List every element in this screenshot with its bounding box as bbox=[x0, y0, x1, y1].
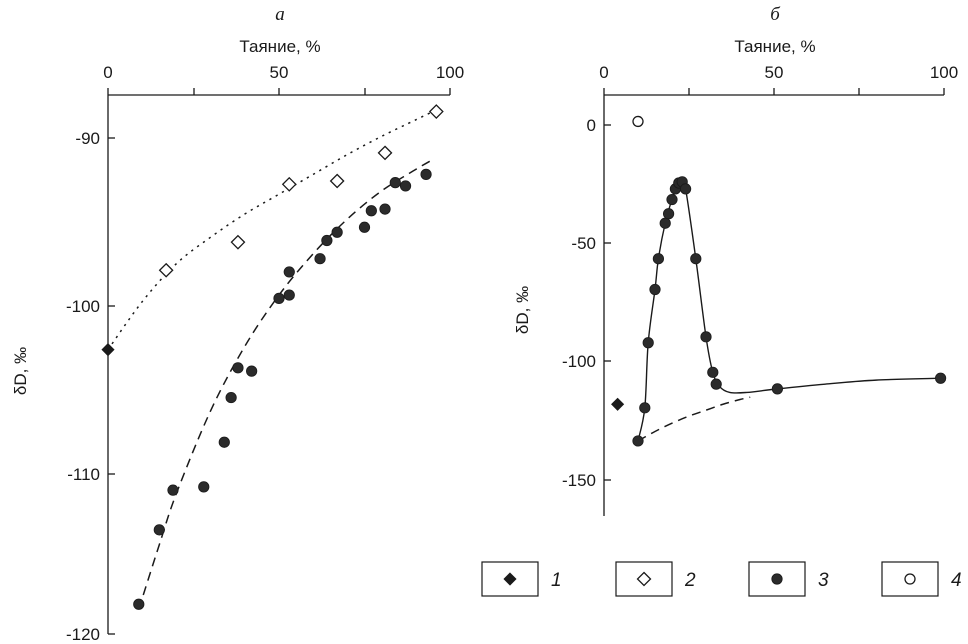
panel-b-y-tick-label: -50 bbox=[571, 234, 596, 253]
panel-a-y-axis-title: δD, ‰ bbox=[11, 347, 30, 395]
panel-a-point-series-3 bbox=[218, 436, 230, 448]
panel-b-point-series-3 bbox=[710, 378, 722, 390]
panel-a-dotted-curve bbox=[107, 109, 437, 351]
panel-a-point-series-2 bbox=[230, 234, 246, 250]
panel-b-x-axis: 0 50 100 bbox=[599, 63, 958, 96]
panel-a-letter: а bbox=[275, 4, 285, 25]
panel-a-y-tick-label: -110 bbox=[67, 465, 100, 484]
panel-b-dashed-curve bbox=[637, 396, 751, 442]
legend-marker-open-circle bbox=[904, 573, 916, 585]
panel-a-point-series-3 bbox=[225, 391, 237, 404]
legend-number: 3 bbox=[818, 570, 829, 591]
panel-b-x-tick-label: 50 bbox=[765, 63, 784, 82]
panel-b-point-series-3 bbox=[662, 208, 675, 220]
panel-a-point-series-3 bbox=[283, 289, 295, 301]
panel-a-x-axis-title: Таяние, % bbox=[239, 37, 320, 56]
legend-item-4: 4 bbox=[881, 561, 962, 597]
panel-b-point-series-3 bbox=[700, 331, 712, 343]
panel-a-dashed-curve bbox=[138, 158, 434, 610]
panel-a-point-series-3 bbox=[283, 266, 295, 278]
panel-b-point-series-3 bbox=[659, 217, 671, 229]
panel-b-letter: б bbox=[770, 4, 781, 25]
panel-b-point-series-3 bbox=[666, 193, 678, 206]
panel-a-x-tick-label: 50 bbox=[270, 63, 289, 82]
panel-a-point-series-2 bbox=[377, 145, 393, 161]
legend-number: 1 bbox=[551, 570, 562, 591]
panel-b-point-series-3 bbox=[690, 253, 702, 265]
legend-symbol-3 bbox=[771, 573, 783, 585]
panel-a-point-series-3 bbox=[365, 205, 377, 217]
panel-a-point-series-1 bbox=[101, 343, 115, 357]
legend-symbol-2 bbox=[636, 571, 652, 587]
panel-a-point-series-2 bbox=[329, 173, 345, 189]
panel-b-point-series-3 bbox=[632, 435, 644, 447]
panel-b-y-tick-label: -150 bbox=[562, 471, 596, 490]
legend-box bbox=[881, 561, 939, 597]
panel-a-y-tick-label: -120 bbox=[66, 625, 100, 644]
legend-item-2: 2 bbox=[615, 561, 696, 597]
panel-a-point-series-2 bbox=[158, 262, 174, 278]
panel-a-point-series-3 bbox=[133, 598, 145, 610]
panel-b: б Таяние, % 0 50 100 0 -50 -100 -150 δD,… bbox=[513, 4, 958, 516]
panel-a-point-series-3 bbox=[331, 226, 343, 238]
panel-a-point-series-3 bbox=[399, 180, 412, 192]
panel-b-point-series-3 bbox=[642, 337, 654, 349]
panel-b-point-series-3 bbox=[771, 383, 784, 395]
panel-a-point-series-3 bbox=[153, 524, 165, 536]
legend-item-1: 1 bbox=[481, 561, 562, 597]
panel-a-point-series-2 bbox=[281, 176, 297, 192]
panel-b-point-series-3 bbox=[934, 372, 947, 384]
panel-a-point-series-3 bbox=[358, 221, 371, 233]
panel-b-y-axis: 0 -50 -100 -150 δD, ‰ bbox=[513, 95, 611, 516]
legend-item-3: 3 bbox=[748, 561, 829, 597]
panel-a-y-tick-label: -90 bbox=[75, 129, 100, 148]
panel-b-y-tick-label: 0 bbox=[587, 116, 596, 135]
panel-b-x-axis-title: Таяние, % bbox=[734, 37, 815, 56]
legend-box bbox=[748, 561, 806, 597]
panel-a-point-series-3 bbox=[246, 365, 258, 377]
panel-a-point-series-3 bbox=[321, 234, 333, 247]
panel-b-solid-curve bbox=[637, 180, 941, 442]
panel-b-point-series-3 bbox=[679, 183, 692, 195]
panel-b-point-series-3 bbox=[639, 402, 651, 414]
panel-a-point-series-3 bbox=[198, 481, 210, 493]
panel-a-plot-area bbox=[101, 104, 444, 610]
panel-a-y-axis: -90 -100 -110 -120 δD, ‰ bbox=[11, 95, 115, 644]
legend-box bbox=[615, 561, 673, 597]
panel-a-point-series-3 bbox=[273, 292, 285, 304]
panel-b-x-tick-label: 0 bbox=[599, 63, 608, 82]
panel-b-point-series-3 bbox=[707, 366, 719, 378]
panel-b-plot-area bbox=[611, 115, 947, 447]
panel-a-point-series-3 bbox=[167, 484, 179, 496]
panel-a-point-series-3 bbox=[232, 362, 244, 374]
panel-b-x-tick-label: 100 bbox=[930, 63, 958, 82]
panel-a-point-series-3 bbox=[314, 253, 326, 265]
panel-b-point-series-3 bbox=[652, 253, 665, 265]
panel-a-x-tick-label: 0 bbox=[103, 63, 112, 82]
legend-marker-filled-diamond bbox=[503, 572, 517, 586]
panel-a: а Таяние, % 0 50 100 -90 -100 -110 -120 … bbox=[11, 4, 464, 644]
panel-b-y-axis-title: δD, ‰ bbox=[513, 286, 532, 334]
panel-a-point-series-3 bbox=[389, 177, 401, 189]
legend: 1 2 3 4 bbox=[481, 561, 962, 597]
panel-a-x-axis: 0 50 100 bbox=[103, 63, 464, 96]
legend-symbol-1 bbox=[503, 572, 517, 586]
panel-a-y-tick-label: -100 bbox=[66, 297, 100, 316]
legend-number: 2 bbox=[684, 570, 696, 591]
legend-marker-open-diamond bbox=[636, 571, 652, 587]
panel-b-point-series-4 bbox=[632, 115, 644, 128]
legend-symbol-4 bbox=[904, 573, 916, 585]
panel-a-point-series-3 bbox=[379, 203, 391, 215]
panel-b-point-series-1 bbox=[611, 397, 625, 411]
panel-a-x-tick-label: 100 bbox=[436, 63, 464, 82]
panel-a-point-series-2 bbox=[428, 104, 444, 119]
panel-b-point-series-3 bbox=[649, 283, 661, 296]
legend-marker-filled-circle bbox=[771, 573, 783, 585]
legend-box bbox=[481, 561, 539, 597]
panel-b-y-tick-label: -100 bbox=[562, 352, 596, 371]
panel-a-point-series-3 bbox=[420, 168, 432, 180]
legend-number: 4 bbox=[951, 570, 962, 591]
